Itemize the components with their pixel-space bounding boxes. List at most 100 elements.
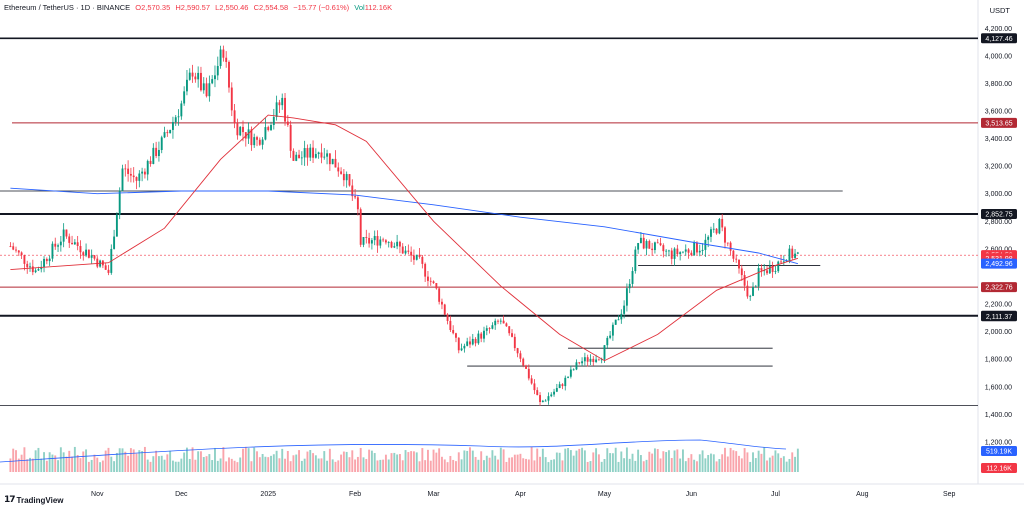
candle-body[interactable] [149,160,152,164]
candle-body[interactable] [157,149,160,157]
candle-body[interactable] [160,137,163,150]
candle-body[interactable] [258,139,261,145]
candle-body[interactable] [40,266,43,270]
candle-body[interactable] [300,157,303,159]
candle-body[interactable] [724,227,726,243]
candle-body[interactable] [457,337,460,351]
candle-body[interactable] [547,396,550,401]
candle-body[interactable] [485,328,488,331]
candle-body[interactable] [228,61,230,88]
candle-body[interactable] [564,377,567,387]
candle-body[interactable] [368,237,371,244]
candle-body[interactable] [415,254,418,260]
candle-body[interactable] [191,72,194,77]
candle-body[interactable] [382,239,385,241]
candle-body[interactable] [469,341,471,345]
candle-body[interactable] [463,345,466,349]
candle-body[interactable] [555,388,558,392]
candle-body[interactable] [687,249,690,253]
candle-body[interactable] [653,242,656,251]
candle-body[interactable] [614,319,617,325]
candle-body[interactable] [600,359,603,361]
candle-body[interactable] [194,76,197,80]
candle-body[interactable] [446,314,449,321]
candle-body[interactable] [589,358,592,362]
candle-body[interactable] [45,258,48,262]
candle-body[interactable] [115,214,118,237]
candle-body[interactable] [26,263,29,268]
candle-body[interactable] [583,357,586,362]
candle-body[interactable] [331,158,334,165]
candle-body[interactable] [768,265,771,274]
candle-body[interactable] [37,269,40,271]
candle-body[interactable] [682,251,684,253]
candle-body[interactable] [200,72,202,91]
candle-body[interactable] [533,383,536,391]
candle-body[interactable] [348,174,351,186]
candle-body[interactable] [718,218,721,234]
candle-body[interactable] [693,242,696,256]
candle-body[interactable] [225,57,228,62]
candle-body[interactable] [760,268,763,271]
candle-body[interactable] [522,358,525,366]
candle-body[interactable] [715,228,718,234]
candle-body[interactable] [275,102,278,118]
candle-body[interactable] [707,236,710,240]
candle-body[interactable] [491,325,494,329]
candle-body[interactable] [780,261,782,263]
candle-body[interactable] [609,335,612,338]
candle-body[interactable] [597,359,600,361]
candle-body[interactable] [777,261,780,272]
candle-body[interactable] [143,171,146,175]
candle-body[interactable] [376,236,379,246]
candle-body[interactable] [73,242,76,245]
candle-body[interactable] [497,320,499,322]
candle-body[interactable] [421,256,424,264]
candle-body[interactable] [541,400,544,403]
candle-body[interactable] [628,283,631,289]
candle-body[interactable] [735,258,738,260]
candle-body[interactable] [575,362,578,370]
candle-body[interactable] [306,148,309,158]
candle-body[interactable] [20,252,23,256]
candle-body[interactable] [267,127,270,131]
candle-body[interactable] [611,324,614,336]
candle-body[interactable] [398,241,401,247]
candle-body[interactable] [757,268,760,287]
candle-body[interactable] [578,362,581,364]
candle-body[interactable] [471,338,474,345]
candle-body[interactable] [152,147,155,164]
candle-body[interactable] [384,240,387,243]
price-badge[interactable] [981,33,1017,44]
candle-body[interactable] [676,248,679,255]
candle-body[interactable] [138,173,141,181]
candle-body[interactable] [788,248,791,261]
candle-body[interactable] [286,121,289,125]
candle-body[interactable] [404,250,407,254]
candle-body[interactable] [782,261,785,263]
candle-body[interactable] [48,258,51,262]
candle-body[interactable] [261,139,264,145]
price-badge[interactable] [981,282,1017,293]
candle-body[interactable] [323,156,326,158]
candle-body[interactable] [317,152,320,155]
candle-body[interactable] [337,167,340,172]
candle-body[interactable] [43,258,45,267]
candle-body[interactable] [90,255,93,258]
candle-body[interactable] [704,239,707,250]
candle-body[interactable] [236,123,239,136]
candle-body[interactable] [253,137,256,146]
candle-body[interactable] [567,376,570,378]
candle-body[interactable] [690,252,693,256]
candle-body[interactable] [673,248,676,259]
candle-body[interactable] [572,369,575,371]
candle-body[interactable] [452,329,455,334]
candle-body[interactable] [536,390,539,396]
candle-body[interactable] [272,117,275,125]
candle-body[interactable] [791,248,794,258]
candle-body[interactable] [494,320,497,326]
candle-body[interactable] [62,229,65,242]
candle-body[interactable] [211,79,214,84]
candle-body[interactable] [435,283,438,289]
candle-body[interactable] [642,237,645,249]
